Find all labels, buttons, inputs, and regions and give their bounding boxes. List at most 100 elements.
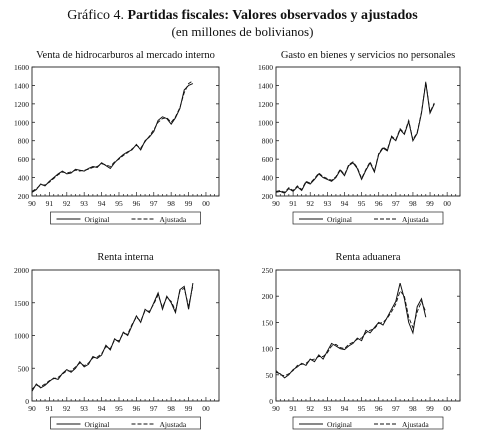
x-tick-label: 92 [63,199,71,208]
x-tick-label: 00 [443,404,451,413]
x-tick-label: 98 [409,199,417,208]
x-tick-label: 99 [426,404,434,413]
x-tick-label: 98 [409,404,417,413]
x-tick-label: 93 [80,404,88,413]
y-tick-label: 500 [18,364,30,373]
series-line-ajustada [31,80,194,192]
x-tick-label: 00 [202,199,210,208]
y-tick-label: 1200 [14,100,29,109]
plot-frame [275,66,461,197]
legend-label: Original [327,420,352,429]
x-tick-label: 90 [272,199,280,208]
x-tick-label: 98 [167,199,175,208]
y-tick-label: 1200 [258,100,273,109]
y-tick-label: 100 [262,345,274,354]
series-line-original [275,82,435,194]
x-tick-label: 00 [443,199,451,208]
legend-label: Original [327,215,352,224]
x-tick-label: 96 [375,199,383,208]
x-tick-label: 93 [324,404,332,413]
y-tick-label: 150 [262,318,274,327]
legend-label: Original [85,215,110,224]
x-tick-label: 93 [80,199,88,208]
x-tick-label: 99 [185,199,193,208]
x-tick-label: 97 [392,404,400,413]
y-tick-label: 600 [18,155,30,164]
x-tick-label: 98 [167,404,175,413]
y-tick-label: 600 [262,155,274,164]
x-tick-label: 90 [28,199,36,208]
y-tick-label: 1000 [14,118,29,127]
figure-title: Gráfico 4. Partidas fiscales: Valores ob… [0,8,485,24]
x-tick-label: 97 [150,404,158,413]
y-tick-label: 1400 [258,81,273,90]
x-tick-label: 96 [133,199,141,208]
chart-panel-4: Renta aduanera 0 50 100 150 200 250 90 91 92 93 94 9… [262,252,461,430]
chart-panel-3: Renta interna 0 500 1000 1500 2000 90 91 92 93 94 9… [14,252,220,430]
x-tick-label: 94 [98,199,106,208]
chart-title: Venta de hidrocarburos al mercado intern… [36,50,215,61]
y-tick-label: 1400 [14,81,29,90]
legend-label: Original [85,420,110,429]
series-line-ajustada [31,285,194,390]
x-tick-label: 96 [133,404,141,413]
x-tick-label: 92 [306,404,314,413]
y-tick-label: 50 [266,371,274,380]
x-tick-label: 94 [341,199,349,208]
plot-frame [275,269,461,402]
legend-box [292,416,444,430]
legend-box [50,416,201,430]
x-tick-label: 95 [358,199,366,208]
y-tick-label: 0 [269,397,273,406]
y-tick-label: 800 [18,137,30,146]
legend-box [292,211,444,225]
y-tick-label: 1600 [258,63,273,72]
x-tick-label: 95 [115,404,123,413]
x-tick-label: 91 [289,404,297,413]
series-line-ajustada [275,290,427,377]
y-tick-label: 1000 [14,332,29,341]
y-tick-label: 1000 [258,118,273,127]
y-tick-label: 1500 [14,299,29,308]
x-tick-label: 94 [98,404,106,413]
legend-label: Ajustada [402,215,429,224]
x-tick-label: 00 [202,404,210,413]
legend-label: Ajustada [402,420,429,429]
y-tick-label: 400 [18,174,30,183]
y-tick-label: 1600 [14,63,29,72]
x-tick-label: 92 [63,404,71,413]
x-tick-label: 92 [306,199,314,208]
x-tick-label: 95 [115,199,123,208]
legend-label: Ajustada [160,420,187,429]
y-tick-label: 0 [25,397,29,406]
y-tick-label: 200 [262,192,274,201]
legend-box [50,211,201,225]
chart-title: Renta interna [97,252,154,263]
x-tick-label: 97 [150,199,158,208]
y-tick-label: 200 [262,292,274,301]
x-tick-label: 96 [375,404,383,413]
legend-label: Ajustada [160,215,187,224]
chart-title: Gasto en bienes y servicios no personale… [281,50,455,61]
x-tick-label: 97 [392,199,400,208]
x-tick-label: 94 [341,404,349,413]
series-line-original [31,283,194,392]
x-tick-label: 91 [46,404,54,413]
x-tick-label: 99 [185,404,193,413]
x-tick-label: 99 [426,199,434,208]
x-tick-label: 91 [46,199,54,208]
chart-panel-1: Venta de hidrocarburos al mercado intern… [14,50,220,225]
chart-panel-2: Gasto en bienes y servicios no personale… [258,50,461,225]
series-line-ajustada [275,81,435,193]
x-tick-label: 90 [28,404,36,413]
y-tick-label: 800 [262,137,274,146]
y-tick-label: 400 [262,174,274,183]
x-tick-label: 95 [358,404,366,413]
plot-frame [31,269,220,402]
x-tick-label: 91 [289,199,297,208]
y-tick-label: 2000 [14,266,29,275]
series-line-original [275,282,427,379]
plot-frame [31,66,220,197]
x-tick-label: 90 [272,404,280,413]
